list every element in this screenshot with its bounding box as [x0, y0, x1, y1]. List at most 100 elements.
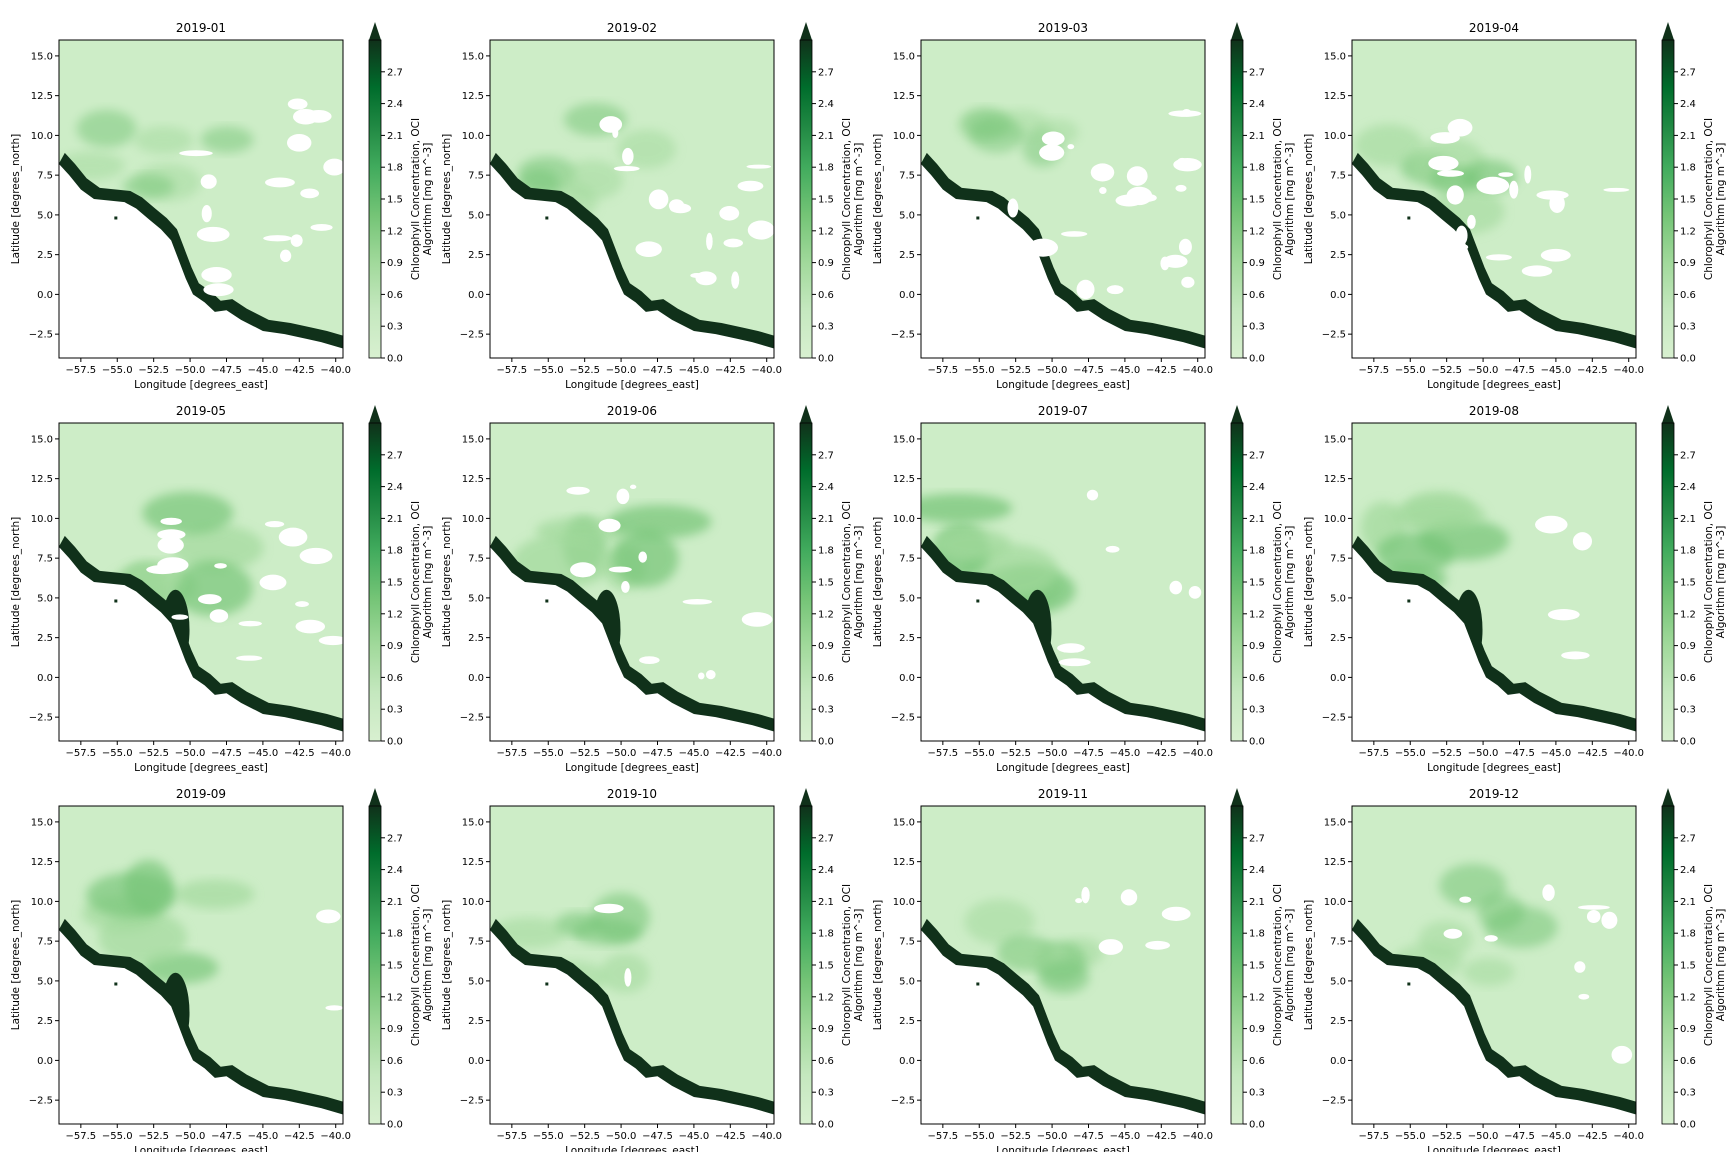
- colorbar: [1231, 806, 1243, 1124]
- colorbar-tick-label: 2.1: [1680, 514, 1696, 525]
- y-axis-label: Latitude [degrees_north]: [10, 900, 22, 1030]
- y-tick-label: 0.0: [37, 673, 53, 684]
- colorbar-tick-label: 2.4: [1680, 865, 1696, 876]
- colorbar-tick-label: 2.7: [1680, 450, 1696, 461]
- nodata-patch: [310, 224, 333, 231]
- x-tick-label: −50.0: [1468, 1131, 1499, 1142]
- land-mask: [59, 547, 343, 741]
- colorbar-tick-label: 0.3: [387, 322, 403, 333]
- x-tick-label: −45.0: [248, 1131, 279, 1142]
- colorbar: [369, 806, 381, 1124]
- colorbar-label-line: Algorithm [mg m^-3]: [853, 526, 865, 639]
- x-tick-label: −42.5: [1577, 1131, 1608, 1142]
- x-tick-label: −52.5: [138, 748, 169, 759]
- colorbar-tick-label: 0.6: [1680, 1056, 1696, 1067]
- x-tick-label: −47.5: [1504, 748, 1535, 759]
- y-tick-label: 15.0: [1324, 817, 1346, 828]
- colorbar-label: Chlorophyll Concentration, OCIAlgorithm …: [1272, 118, 1296, 280]
- y-tick-label: 0.0: [468, 290, 484, 301]
- y-axis-label: Latitude [degrees_north]: [10, 517, 22, 647]
- y-tick-label: 15.0: [1324, 51, 1346, 62]
- land-mask: [490, 547, 774, 741]
- x-tick-label: −55.0: [533, 365, 564, 376]
- plume-blob: [1418, 920, 1473, 959]
- nodata-patch: [1188, 585, 1202, 599]
- colorbar-extend-arrow: [1231, 788, 1243, 806]
- nodata-patch: [179, 150, 213, 157]
- y-tick-label: 2.5: [37, 633, 53, 644]
- y-tick-label: 15.0: [893, 51, 915, 62]
- x-tick-label: −50.0: [1468, 365, 1499, 376]
- land-mask: [1352, 930, 1636, 1124]
- colorbar-tick-label: 2.7: [387, 67, 403, 78]
- nodata-patch: [1446, 185, 1464, 205]
- colorbar-tick-label: 1.8: [1680, 163, 1696, 174]
- nodata-patch: [613, 166, 640, 172]
- colorbar-tick-label: 2.1: [387, 897, 403, 908]
- y-tick-label: 7.5: [899, 171, 915, 182]
- x-tick-label: −40.0: [751, 365, 782, 376]
- colorbar-tick-label: 0.3: [1249, 705, 1265, 716]
- y-tick-label: 15.0: [1324, 434, 1346, 445]
- colorbar-tick-label: 1.2: [1680, 609, 1696, 620]
- nodata-patch: [1181, 276, 1195, 288]
- y-tick-label: 7.5: [37, 937, 53, 948]
- nodata-patch: [1578, 993, 1590, 1000]
- x-tick-label: −50.0: [606, 748, 637, 759]
- y-tick-label: 2.5: [37, 250, 53, 261]
- colorbar-tick-label: 0.6: [1680, 673, 1696, 684]
- nodata-patch: [1115, 194, 1143, 207]
- colorbar-tick-label: 1.2: [1680, 992, 1696, 1003]
- colorbar-tick-label: 2.7: [818, 833, 834, 844]
- axes-frame: [920, 39, 1206, 359]
- colorbar-label-line: Algorithm [mg m^-3]: [853, 909, 865, 1022]
- nodata-patch: [287, 98, 308, 110]
- x-tick-label: −52.5: [1431, 748, 1462, 759]
- colorbar-tick-label: 0.9: [818, 1024, 834, 1035]
- colorbar-tick-label: 1.2: [818, 609, 834, 620]
- colorbar-tick-label: 0.9: [1680, 258, 1696, 269]
- nodata-patch: [157, 529, 186, 540]
- nodata-patch: [214, 563, 227, 569]
- colorbar-tick-label: 2.1: [1680, 131, 1696, 142]
- panel-title: 2019-06: [607, 404, 657, 418]
- y-tick-label: 2.5: [468, 250, 484, 261]
- nodata-patch: [1430, 132, 1460, 144]
- nodata-patch: [1485, 254, 1512, 261]
- colorbar-tick-label: 2.1: [818, 514, 834, 525]
- colorbar-label-line: Chlorophyll Concentration, OCI: [1272, 118, 1284, 280]
- x-tick-label: −40.0: [751, 1131, 782, 1142]
- y-tick-label: 5.0: [37, 210, 53, 221]
- colorbar-tick-label: 0.0: [387, 354, 403, 365]
- colorbar-label-line: Chlorophyll Concentration, OCI: [1272, 884, 1284, 1046]
- plume-blob: [969, 116, 1025, 153]
- heatmap-field: [1352, 40, 1636, 358]
- x-tick-label: −52.5: [1000, 365, 1031, 376]
- y-axis-label: Latitude [degrees_north]: [441, 517, 453, 647]
- colorbar-tick-label: 0.6: [387, 673, 403, 684]
- coastal-band: [1352, 535, 1636, 737]
- nodata-patch: [566, 486, 590, 495]
- nodata-patch: [1509, 180, 1519, 199]
- colorbar-tick-label: 0.6: [818, 673, 834, 684]
- y-tick-label: −2.5: [891, 713, 915, 724]
- y-tick-label: 5.0: [468, 593, 484, 604]
- x-tick-label: −42.5: [1146, 748, 1177, 759]
- y-tick-label: 5.0: [37, 593, 53, 604]
- y-tick-label: 12.5: [462, 91, 484, 102]
- x-axis-label: Longitude [degrees_east]: [996, 762, 1130, 774]
- axes-frame: [920, 805, 1206, 1125]
- land-mask: [490, 164, 774, 358]
- colorbar-tick-label: 1.5: [1249, 195, 1265, 206]
- nodata-patch: [1106, 285, 1124, 295]
- panel-2019-04: 2019-04 −57.5 −55.0 −52.5 −50.0 −47.5 −45.0 −42…: [1303, 21, 1727, 391]
- nodata-patch: [1039, 144, 1065, 161]
- colorbar-tick-label: 0.3: [387, 1088, 403, 1099]
- nodata-patch: [746, 164, 772, 169]
- x-tick-label: −42.5: [715, 365, 746, 376]
- nodata-patch: [635, 241, 662, 257]
- colorbar-tick-label: 2.7: [1249, 67, 1265, 78]
- y-tick-label: 0.0: [468, 673, 484, 684]
- x-tick-label: −40.0: [1613, 365, 1644, 376]
- nodata-patch: [1611, 1045, 1633, 1064]
